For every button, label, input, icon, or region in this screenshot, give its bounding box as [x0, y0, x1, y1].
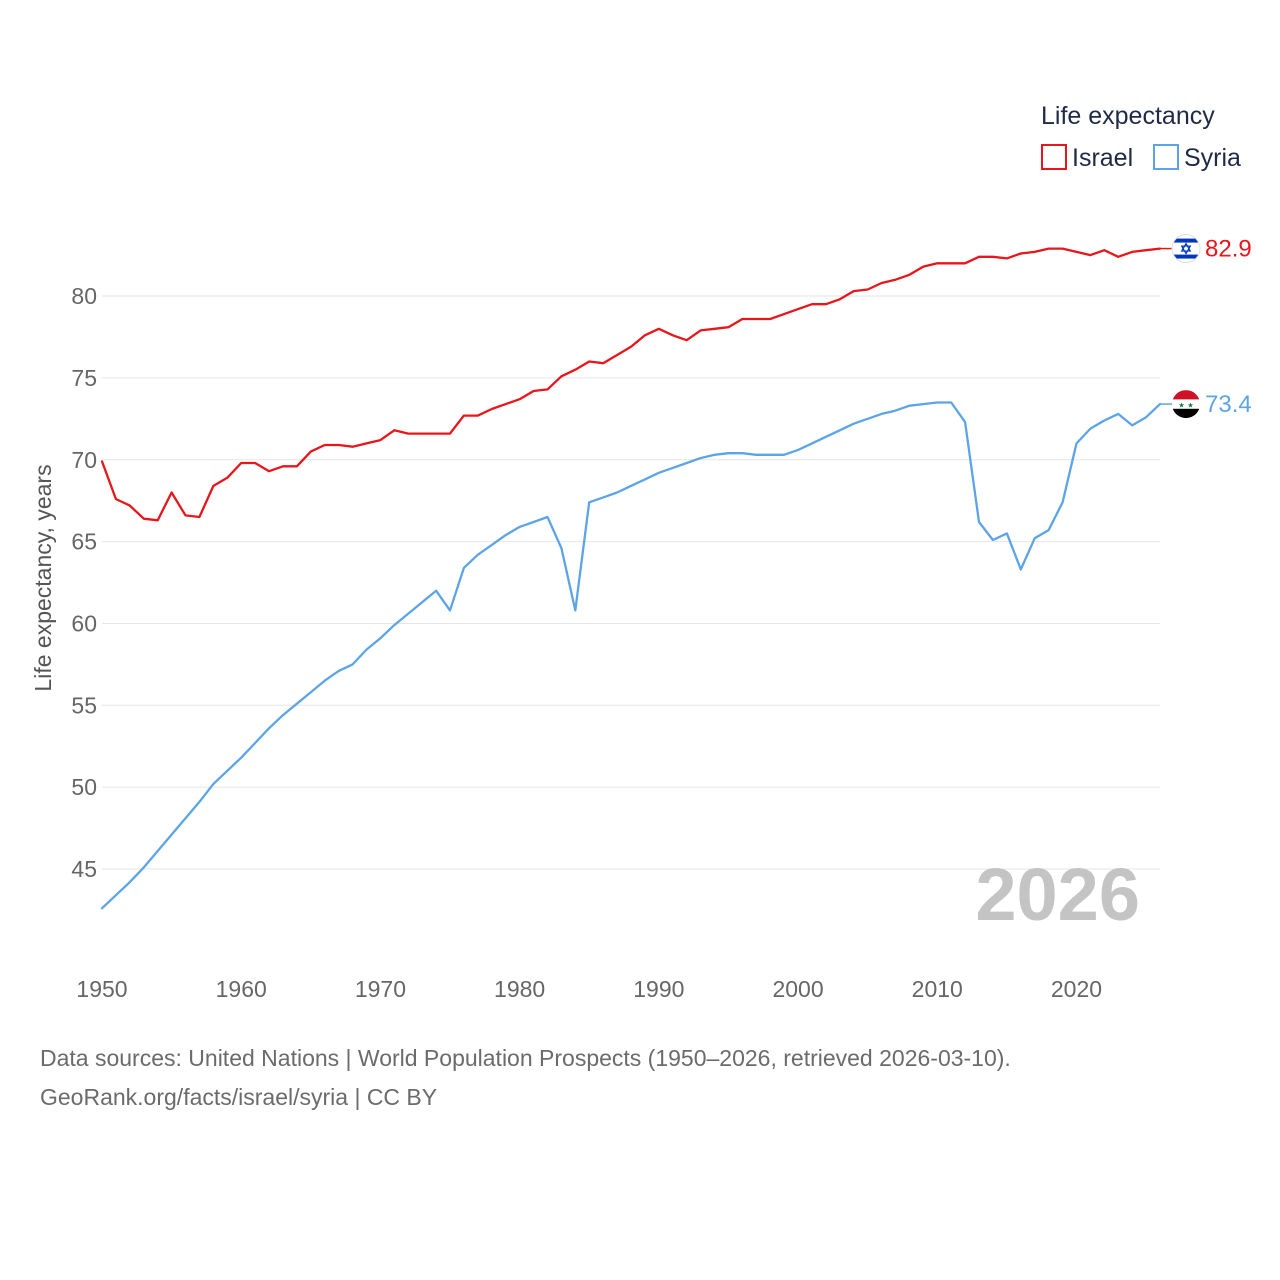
- y-tick-label: 65: [71, 529, 97, 555]
- y-tick-label: 80: [71, 283, 97, 309]
- series-line-israel: [100, 247, 1162, 522]
- year-watermark: 2026: [975, 853, 1140, 936]
- legend-label-syria: Syria: [1184, 144, 1241, 172]
- end-value-israel: 82.9: [1205, 236, 1252, 263]
- legend-item-israel[interactable]: Israel: [1041, 144, 1133, 172]
- series-lines: [100, 247, 1172, 910]
- svg-text:★: ★: [1187, 401, 1193, 409]
- x-tick-label: 1990: [633, 976, 684, 1002]
- x-tick-label: 2010: [912, 976, 963, 1002]
- y-tick-label: 45: [71, 856, 97, 882]
- y-tick-label: 50: [71, 774, 97, 800]
- gridlines: [102, 295, 1160, 870]
- y-axis-ticks: 45 50 55 60 65 70 75 80: [71, 283, 97, 882]
- x-tick-label: 1970: [355, 976, 406, 1002]
- data-source-note: Data sources: United Nations | World Pop…: [40, 1045, 1011, 1071]
- legend-swatch-israel: [1041, 144, 1067, 170]
- y-tick-label: 55: [71, 692, 97, 718]
- series-line-syria: [100, 401, 1162, 910]
- israel-flag-icon: [1171, 234, 1201, 264]
- x-tick-label: 1950: [76, 976, 127, 1002]
- x-tick-label: 1980: [494, 976, 545, 1002]
- x-tick-label: 2020: [1051, 976, 1102, 1002]
- y-tick-label: 70: [71, 447, 97, 473]
- legend-label-israel: Israel: [1072, 144, 1133, 172]
- legend-swatch-syria: [1153, 144, 1179, 170]
- x-axis-ticks: 1950 1960 1970 1980 1990 2000 2010 2020: [76, 976, 1102, 1002]
- legend: Life expectancy Israel Syria: [1041, 102, 1241, 172]
- legend-item-syria[interactable]: Syria: [1153, 144, 1241, 172]
- y-tick-label: 75: [71, 365, 97, 391]
- y-axis-title: Life expectancy, years: [30, 464, 56, 691]
- y-tick-label: 60: [71, 610, 97, 636]
- x-tick-label: 2000: [772, 976, 823, 1002]
- svg-text:★: ★: [1178, 401, 1184, 409]
- life-expectancy-chart: 45 50 55 60 65 70 75 80 1950 1960 1970 1980 1990 200…: [30, 102, 1252, 1002]
- legend-title: Life expectancy: [1041, 102, 1215, 130]
- x-tick-label: 1960: [216, 976, 267, 1002]
- syria-flag-icon: ★ ★: [1172, 390, 1200, 419]
- attribution-link[interactable]: GeoRank.org/facts/israel/syria | CC BY: [40, 1084, 438, 1110]
- end-value-syria: 73.4: [1205, 391, 1252, 418]
